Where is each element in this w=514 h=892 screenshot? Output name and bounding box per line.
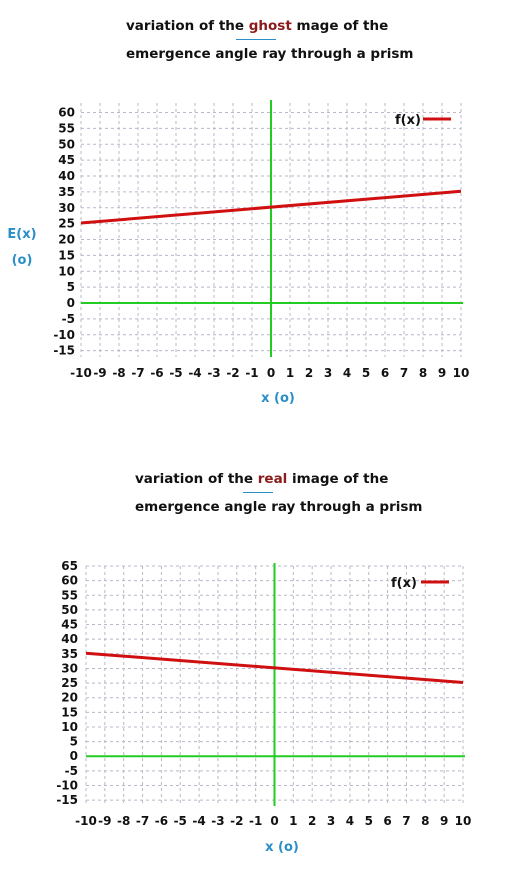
- chart1-x-tick-label: 5: [362, 366, 370, 380]
- chart2-x-tick-label: -6: [155, 814, 168, 828]
- chart1-x-tick-label: 10: [453, 366, 470, 380]
- chart1-legend-label: f(x): [395, 113, 421, 128]
- chart1-x-tick-label: 1: [286, 366, 294, 380]
- chart1-x-tick-label: 4: [343, 366, 351, 380]
- chart2-y-tick-label: 0: [70, 749, 78, 763]
- chart1-y-tick-label: 15: [58, 248, 75, 262]
- chart2-x-tick-label: -8: [117, 814, 130, 828]
- chart2-y-tick-label: 25: [61, 676, 78, 690]
- chart1-x-tick-label: -2: [226, 366, 239, 380]
- chart1-x-tick-label: 6: [381, 366, 389, 380]
- chart1-x-tick-label: -8: [112, 366, 125, 380]
- chart2-y-tick-label: 10: [61, 720, 78, 734]
- chart1-highlight-underline: [236, 39, 276, 40]
- chart2-x-tick-label: 4: [346, 814, 354, 828]
- chart2-x-tick-label: -9: [98, 814, 111, 828]
- chart2-legend-label: f(x): [391, 576, 417, 591]
- chart2-y-tick-label: -10: [56, 779, 78, 793]
- chart2-x-tick-label: 7: [402, 814, 410, 828]
- chart1-x-tick-label: -4: [188, 366, 201, 380]
- chart2-title-highlight: real: [257, 471, 288, 487]
- chart2-x-tick-label: 6: [383, 814, 391, 828]
- chart1-y-tick-label: 20: [58, 233, 75, 247]
- chart1-y-tick-label: 0: [67, 296, 75, 310]
- chart2-y-tick-label: 65: [61, 559, 78, 573]
- chart2-x-tick-label: -1: [249, 814, 262, 828]
- chart1-x-tick-label: 2: [305, 366, 313, 380]
- chart1-y-axis-label: E(x): [7, 227, 36, 242]
- chart2-x-tick-label: 2: [308, 814, 316, 828]
- chart2-y-tick-label: 30: [61, 661, 78, 675]
- chart1-x-tick-label: -1: [245, 366, 258, 380]
- chart1-x-tick-label: -3: [207, 366, 220, 380]
- chart2-x-tick-label: -4: [192, 814, 205, 828]
- chart2-x-tick-label: 10: [455, 814, 472, 828]
- chart1-y-tick-label: 60: [58, 106, 75, 120]
- chart2-x-tick-label: -2: [230, 814, 243, 828]
- chart1-y-tick-label: 25: [58, 217, 75, 231]
- chart2-x-tick-label: 9: [440, 814, 448, 828]
- chart1-title-highlight: ghost: [248, 18, 292, 34]
- chart1-y-tick-label: 45: [58, 153, 75, 167]
- chart2-y-tick-label: 5: [70, 735, 78, 749]
- chart1-x-tick-label: 3: [324, 366, 332, 380]
- chart1-y-tick-label: 35: [58, 185, 75, 199]
- chart2-x-tick-label: 5: [365, 814, 373, 828]
- chart2-y-tick-label: 50: [61, 603, 78, 617]
- chart2-series-line: [85, 651, 464, 684]
- chart2-title-suffix: image of the: [287, 471, 389, 487]
- chart2-highlight-underline: [243, 492, 273, 493]
- chart1-x-tick-label: -7: [131, 366, 144, 380]
- chart1-y-tick-label: 50: [58, 137, 75, 151]
- chart2-title-prefix: variation of the: [135, 471, 258, 487]
- chart2-y-tick-label: 35: [61, 647, 78, 661]
- chart1-y-tick-label: 30: [58, 201, 75, 215]
- chart1-title-suffix: mage of the: [291, 18, 389, 34]
- chart1-x-tick-label: 7: [400, 366, 408, 380]
- chart2-y-tick-label: 45: [61, 618, 78, 632]
- chart1-x-axis-label: x (o): [261, 391, 295, 406]
- chart2-title-line2: emergence angle ray through a prism: [135, 499, 423, 515]
- chart1-y-tick-label: -10: [53, 328, 75, 342]
- chart2-y-tick-label: 40: [61, 632, 78, 646]
- chart1-x-tick-label: -9: [93, 366, 106, 380]
- chart1-series-line: [80, 189, 462, 225]
- chart2-x-tick-label: 3: [327, 814, 335, 828]
- chart1-x-tick-label: 9: [438, 366, 446, 380]
- chart2-y-tick-label: 60: [61, 574, 78, 588]
- chart1-y-tick-label: 5: [67, 280, 75, 294]
- chart1-y-tick-label: 40: [58, 169, 75, 183]
- chart1-x-tick-label: -6: [150, 366, 163, 380]
- chart1-y-tick-label: 55: [58, 121, 75, 135]
- chart1-y-tick-label: -15: [53, 344, 75, 358]
- chart2-y-tick-label: 55: [61, 588, 78, 602]
- chart1-x-tick-label: 0: [267, 366, 275, 380]
- chart2-x-tick-label: 1: [289, 814, 297, 828]
- chart2-x-tick-label: -7: [136, 814, 149, 828]
- chart1-x-tick-label: -10: [70, 366, 92, 380]
- chart1-title-prefix: variation of the: [126, 18, 249, 34]
- chart2-x-tick-label: 0: [270, 814, 278, 828]
- chart2-x-axis-label: x (o): [265, 840, 299, 855]
- chart2-y-tick-label: 15: [61, 705, 78, 719]
- chart1-y-tick-label: 10: [58, 264, 75, 278]
- chart2-x-tick-label: -10: [75, 814, 97, 828]
- chart1-x-tick-label: 8: [419, 366, 427, 380]
- chart1-y-tick-label: -5: [62, 312, 75, 326]
- chart2-x-tick-label: -5: [174, 814, 187, 828]
- chart1-plot: -10 -9 -8 -7 -6 -5 -4 -3 -2 -1 0 1 2 3 4 5 6 7 8 9 106055504…: [7, 100, 470, 406]
- chart1-x-tick-label: -5: [169, 366, 182, 380]
- chart2-y-tick-label: -5: [65, 764, 78, 778]
- chart2-x-tick-label: 8: [421, 814, 429, 828]
- chart2-x-tick-label: -3: [211, 814, 224, 828]
- chart2-y-tick-label: -15: [56, 793, 78, 807]
- chart2-y-tick-label: 20: [61, 691, 78, 705]
- chart1-y-axis-label: (o): [12, 253, 33, 268]
- chart1-title-line2: emergence angle ray through a prism: [126, 46, 414, 62]
